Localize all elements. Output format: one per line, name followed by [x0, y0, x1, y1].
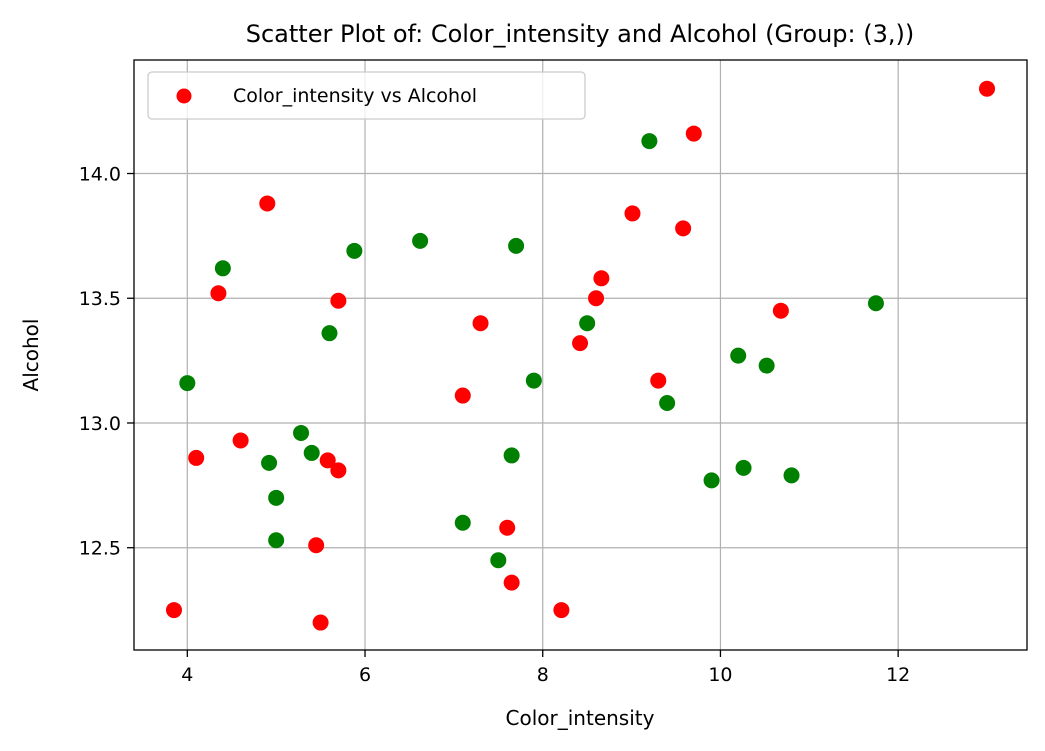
- data-point: [650, 372, 667, 389]
- data-point: [685, 125, 702, 142]
- data-point: [312, 614, 329, 631]
- data-point: [588, 290, 605, 307]
- data-point: [783, 467, 800, 484]
- data-point: [579, 315, 596, 332]
- data-point: [321, 325, 338, 342]
- data-point: [293, 424, 310, 441]
- plot-frame: [133, 59, 1028, 651]
- data-point: [675, 220, 692, 237]
- x-axis-ticks: 4 6 8 10 12: [181, 650, 910, 686]
- data-point: [268, 489, 285, 506]
- data-point: [454, 387, 471, 404]
- data-point: [303, 444, 320, 461]
- y-tick-label: 14.0: [79, 164, 121, 186]
- data-point: [659, 395, 676, 412]
- data-point: [758, 357, 775, 374]
- data-point: [472, 315, 489, 332]
- y-tick-label: 12.5: [79, 538, 121, 560]
- data-point: [165, 602, 182, 619]
- data-point: [214, 260, 231, 277]
- data-point: [346, 242, 363, 259]
- data-point: [330, 462, 347, 479]
- data-point: [503, 447, 520, 464]
- data-point: [179, 375, 196, 392]
- data-point: [503, 574, 520, 591]
- data-point: [319, 452, 336, 469]
- legend-label: Color_intensity vs Alcohol: [233, 85, 477, 107]
- x-tick-label: 10: [708, 664, 732, 686]
- data-point: [499, 519, 516, 536]
- data-point: [508, 237, 525, 254]
- y-tick-label: 13.5: [79, 288, 121, 310]
- y-axis-label: Alcohol: [19, 319, 43, 392]
- data-point: [593, 270, 610, 287]
- legend: Color_intensity vs Alcohol: [147, 71, 586, 120]
- data-point: [772, 302, 789, 319]
- grid: [134, 60, 1027, 650]
- data-point: [210, 285, 227, 302]
- legend-marker: [176, 88, 192, 104]
- chart-title: Scatter Plot of: Color_intensity and Alc…: [246, 20, 914, 48]
- data-point: [330, 292, 347, 309]
- data-point: [730, 347, 747, 364]
- x-tick-label: 8: [537, 664, 549, 686]
- x-tick-label: 12: [886, 664, 910, 686]
- data-point: [259, 195, 276, 212]
- data-point: [232, 432, 249, 449]
- x-axis-label: Color_intensity: [506, 706, 655, 730]
- data-point: [525, 372, 542, 389]
- data-point: [979, 80, 996, 97]
- legend-box: [147, 71, 586, 120]
- data-point: [188, 449, 205, 466]
- data-point: [572, 335, 589, 352]
- data-point: [308, 537, 325, 554]
- data-point: [867, 295, 884, 312]
- data-point: [735, 459, 752, 476]
- data-point: [490, 552, 507, 569]
- data-points: [165, 80, 996, 631]
- data-point: [553, 602, 570, 619]
- data-point: [703, 472, 720, 489]
- y-tick-label: 13.0: [79, 413, 121, 435]
- data-point: [268, 532, 285, 549]
- x-tick-label: 4: [181, 664, 193, 686]
- data-point: [624, 205, 641, 222]
- data-point: [641, 133, 658, 150]
- data-point: [454, 514, 471, 531]
- data-point: [412, 232, 429, 249]
- y-axis-ticks: 12.5 13.0 13.5 14.0: [79, 164, 134, 560]
- x-tick-label: 6: [359, 664, 371, 686]
- data-point: [261, 454, 278, 471]
